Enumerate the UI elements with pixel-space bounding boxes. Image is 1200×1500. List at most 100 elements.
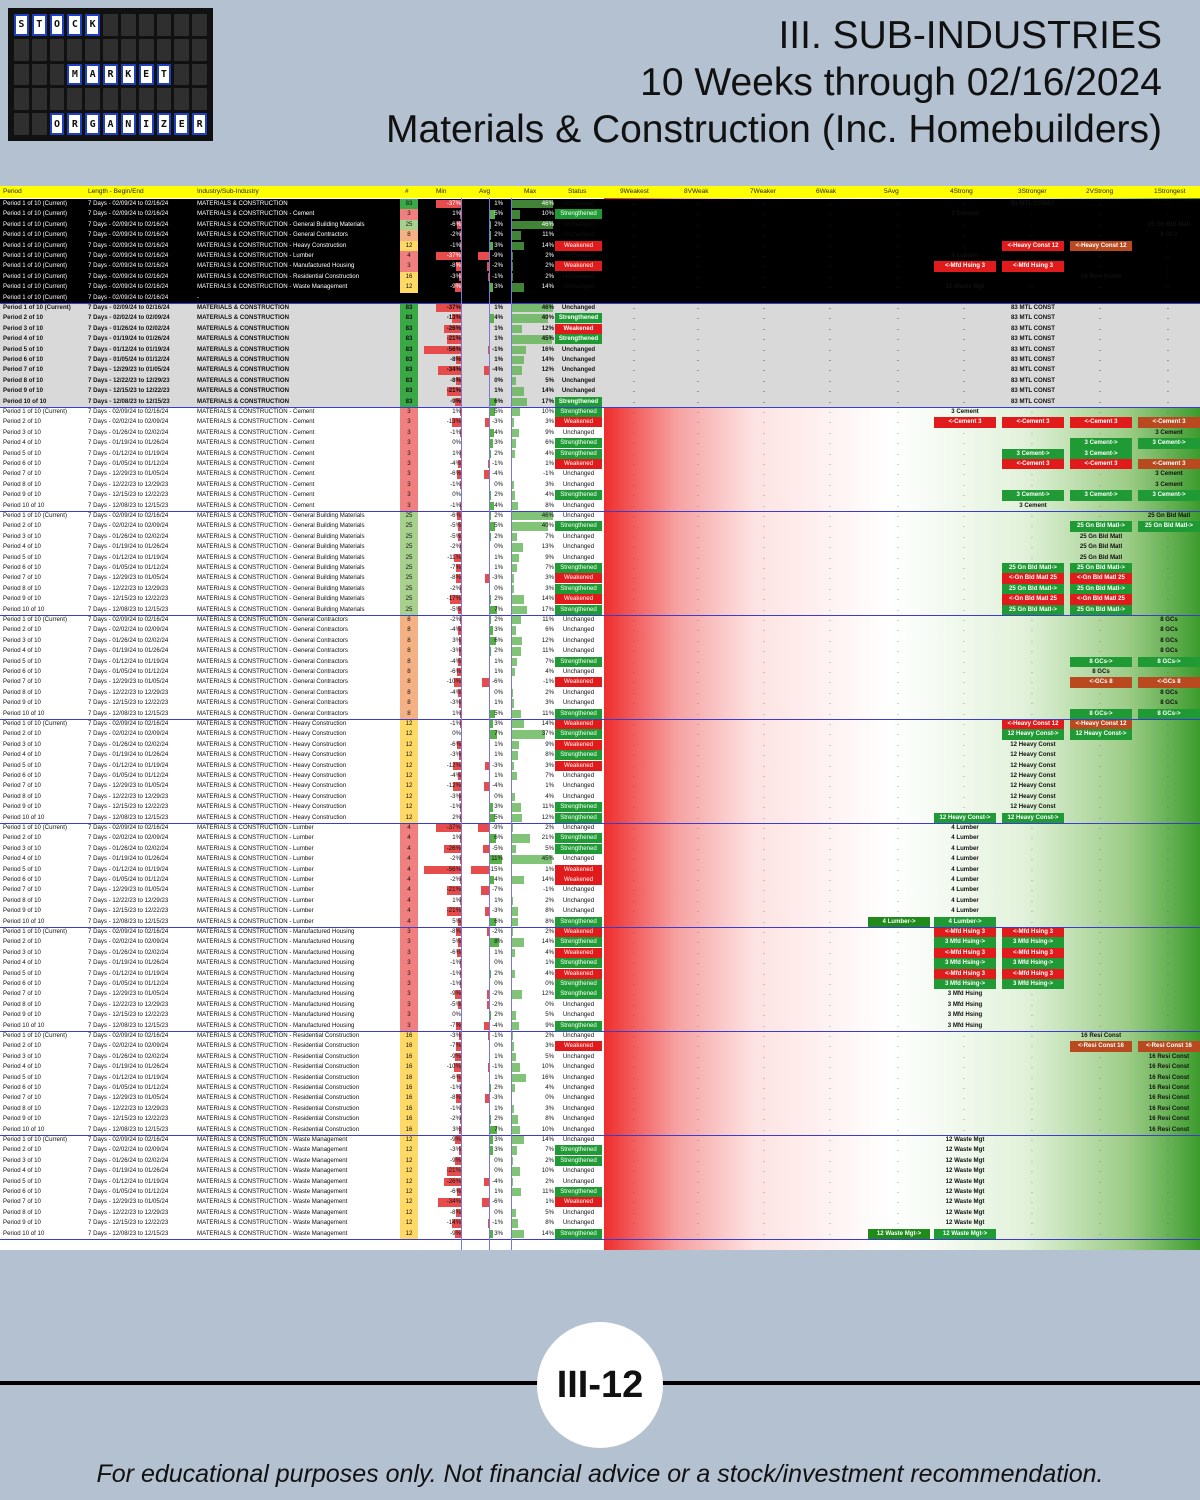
length-cell: 7 Days - 12/15/23 to 12/22/23 [88, 803, 169, 811]
empty-level-dot: . [697, 865, 699, 873]
empty-level-dot: . [829, 969, 831, 977]
avg-cell: -2% [492, 1000, 503, 1008]
empty-level-dot: . [1031, 1021, 1033, 1029]
avg-cell: 0% [494, 543, 503, 551]
table-row: Period 3 of 10 7 Days - 01/26/24 to 02/02… [0, 739, 1200, 751]
col-min[interactable]: Min [436, 188, 447, 195]
table-row: Period 10 of 10 7 Days - 12/08/23 to 12/1… [0, 1228, 1200, 1239]
period-cell: Period 5 of 10 [3, 449, 41, 457]
min-bar [460, 834, 461, 843]
col-level[interactable]: 5Avg [884, 188, 899, 195]
max-cell: 2% [545, 1177, 554, 1185]
period-cell: Period 4 of 10 [3, 439, 41, 447]
empty-level-dot: . [963, 314, 965, 322]
col-period[interactable]: Period [3, 188, 22, 195]
col-avg[interactable]: Avg [479, 188, 491, 195]
empty-level-dot: . [897, 813, 899, 821]
avg-bar [489, 428, 494, 438]
logo-tile [14, 38, 29, 61]
empty-level-dot: . [633, 876, 635, 883]
col-max[interactable]: Max [524, 188, 537, 195]
col-length[interactable]: Length - Begin/End [88, 188, 144, 195]
col-level[interactable]: 2VStrong [1086, 188, 1114, 195]
col-level[interactable]: 1Strongest [1154, 188, 1186, 195]
max-cell: 4% [545, 969, 554, 977]
level-tag: 3 Mfd Hsing-> [934, 958, 996, 969]
empty-level-dot: . [897, 699, 899, 707]
level-tag: 25 Gn Bld Matl-> [1070, 583, 1132, 595]
empty-level-dot: . [697, 1104, 699, 1112]
status-cell: Strengthened [555, 604, 602, 615]
col-level[interactable]: 9Weakest [620, 188, 649, 195]
length-cell: 7 Days - 01/12/24 to 01/19/24 [88, 345, 170, 353]
empty-level-dot: . [829, 304, 831, 311]
max-cell: 14% [541, 1136, 554, 1143]
count-cell: 16 [400, 1062, 418, 1073]
empty-level-dot: . [763, 813, 765, 821]
count-cell: 4 [400, 251, 418, 262]
count-cell: 12 [400, 1207, 418, 1219]
empty-level-dot: . [633, 262, 635, 270]
empty-level-dot: . [963, 480, 965, 488]
empty-level-dot: . [1099, 324, 1101, 332]
table-row: Period 2 of 10 7 Days - 02/02/24 to 02/09… [0, 1041, 1200, 1052]
level-tag: <-Cement 3 [1070, 459, 1132, 470]
empty-level-dot: . [633, 283, 635, 291]
max-cell: 12% [541, 366, 554, 374]
col-status[interactable]: Status [568, 188, 587, 195]
length-cell: 7 Days - 01/12/24 to 01/19/24 [88, 865, 169, 873]
empty-level-dot: . [1167, 376, 1169, 384]
period-cell: Period 9 of 10 [3, 595, 41, 603]
col-level[interactable]: 4Strong [950, 188, 973, 195]
period-cell: Period 1 of 10 (Current) [3, 272, 68, 280]
count-cell: 8 [400, 635, 418, 647]
min-cell: -37% [446, 824, 461, 831]
avg-bar [489, 220, 492, 230]
col-count[interactable]: # [405, 188, 409, 195]
empty-level-dot: . [963, 803, 965, 811]
length-cell: 7 Days - 02/09/24 to 02/16/24 [88, 928, 169, 935]
period-cell: Period 7 of 10 [3, 990, 41, 998]
empty-level-dot: . [633, 772, 635, 779]
level-tag: 12 Waste Mgt [945, 1167, 985, 1175]
period-cell: Period 7 of 10 [3, 782, 41, 790]
col-level[interactable]: 8VWeak [684, 188, 709, 195]
empty-level-dot: . [633, 1000, 635, 1008]
max-cell: 0% [545, 1094, 554, 1102]
max-cell: 11% [542, 803, 554, 811]
empty-level-dot: . [963, 532, 965, 540]
length-cell: 7 Days - 12/29/23 to 01/05/24 [88, 678, 169, 686]
min-cell: -8% [450, 574, 461, 582]
empty-level-dot: . [963, 366, 965, 374]
length-cell: 7 Days - 12/29/23 to 01/05/24 [88, 886, 169, 894]
table-row: Period 4 of 10 7 Days - 01/19/24 to 01/26… [0, 958, 1200, 969]
min-cell: -3% [450, 792, 461, 800]
col-level[interactable]: 3Stronger [1018, 188, 1047, 195]
empty-level-dot: . [1167, 730, 1169, 738]
industry-cell: MATERIALS & CONSTRUCTION - Residential C… [197, 272, 360, 280]
col-level[interactable]: 6Weak [816, 188, 837, 195]
industry-cell: MATERIALS & CONSTRUCTION - General Build… [197, 595, 365, 603]
col-industry[interactable]: Industry/Sub-Industry [197, 188, 259, 195]
count-cell: 83 [400, 199, 418, 210]
avg-bar [489, 876, 494, 885]
period-cell: Period 1 of 10 (Current) [3, 220, 68, 228]
length-cell: 7 Days - 01/05/24 to 01/12/24 [88, 460, 169, 467]
min-bar [460, 449, 461, 458]
empty-level-dot: . [697, 917, 699, 925]
logo-tile [103, 88, 118, 111]
empty-level-dot: . [697, 200, 699, 207]
empty-level-dot: . [763, 657, 765, 665]
level-tag: 83 MTL CONST [1011, 200, 1055, 207]
industry-cell: MATERIALS & CONSTRUCTION - Manufactured … [197, 928, 355, 935]
col-level[interactable]: 7Weaker [750, 188, 776, 195]
status-cell: Weakened [555, 927, 602, 937]
level-tag: <-Gn Bld Matl 25 [1002, 594, 1064, 605]
period-cell: Period 2 of 10 [3, 314, 43, 322]
empty-level-dot: . [1099, 1198, 1101, 1206]
empty-level-dot: . [829, 896, 831, 904]
min-cell: -13% [446, 418, 461, 426]
max-cell: 46% [541, 512, 554, 519]
empty-level-dot: . [1167, 896, 1169, 904]
empty-level-dot: . [1167, 803, 1169, 811]
